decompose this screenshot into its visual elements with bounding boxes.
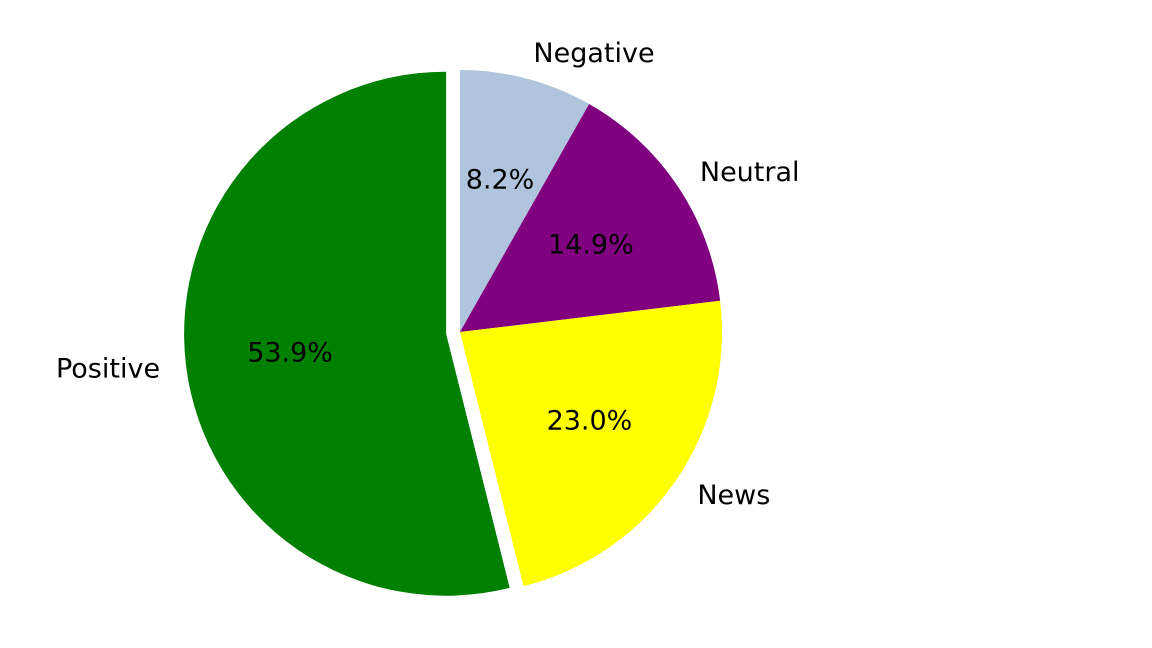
pct-label-positive: 53.9% (247, 337, 333, 368)
pie-slice-negative (460, 70, 590, 332)
pie-slice-positive (184, 71, 510, 596)
category-label-neutral: Neutral (700, 157, 800, 188)
pct-label-news: 23.0% (547, 406, 633, 437)
category-label-positive: Positive (56, 353, 160, 384)
pie-labels: 8.2% Negative 14.9% Neutral 23.0% News 53.9% Po… (56, 38, 800, 511)
pct-label-negative: 8.2% (466, 164, 535, 195)
pie-slices (184, 70, 722, 596)
pct-label-neutral: 14.9% (548, 229, 634, 260)
pie-slice-neutral (460, 104, 721, 332)
category-label-negative: Negative (533, 38, 654, 69)
pie-slice-news (460, 300, 722, 587)
category-label-news: News (697, 480, 770, 511)
